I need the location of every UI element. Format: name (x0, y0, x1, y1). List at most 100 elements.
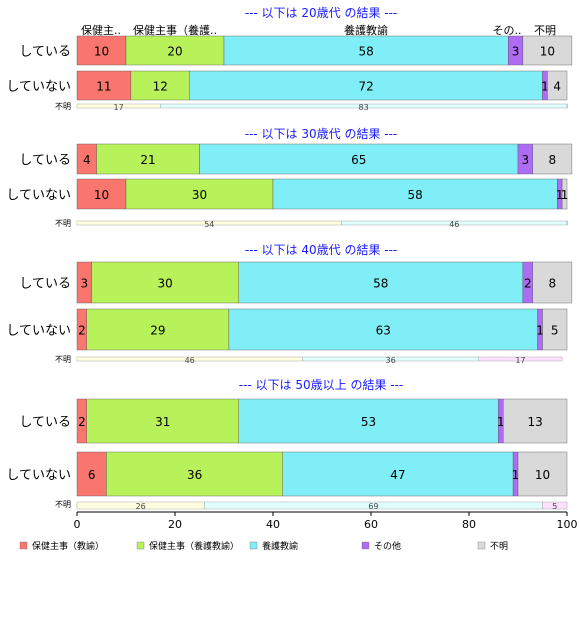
bar-value-label: 58 (407, 188, 422, 202)
legend-swatch (477, 541, 486, 550)
bar-segment (228, 308, 538, 351)
unknown-segment (566, 103, 568, 109)
bar-value-label: 10 (94, 45, 109, 59)
unknown-segment (478, 356, 563, 362)
row-label: している (19, 415, 71, 430)
bar-value-label: 1 (497, 415, 505, 429)
bar-segment (272, 178, 558, 210)
unknown-value-label: 26 (136, 502, 146, 511)
bar-segment (106, 451, 283, 497)
bar-value-label: 47 (390, 468, 405, 482)
bar-segment (76, 178, 127, 210)
unknown-row-label: 不明 (55, 102, 71, 111)
unknown-row-label: 不明 (55, 500, 71, 509)
unknown-value-label: 54 (204, 220, 214, 229)
row-label: している (19, 45, 71, 60)
group-title: --- 以下は 30歳代 の結果 --- (245, 127, 398, 141)
bar-value-label: 29 (150, 324, 165, 338)
bar-segment (503, 398, 568, 444)
x-tick-label: 20 (168, 518, 182, 531)
bar-segment (199, 143, 519, 175)
bar-value-label: 1 (556, 188, 564, 202)
unknown-value-label: 5 (552, 502, 557, 511)
bar-segment (125, 35, 225, 66)
row-label: していない (6, 188, 71, 203)
bar-value-label: 12 (153, 80, 168, 94)
bar-value-label: 1 (536, 324, 544, 338)
unknown-value-label: 46 (185, 356, 195, 365)
bar-value-label: 3 (81, 277, 89, 291)
top-column-label: 保健主.. (81, 23, 121, 37)
bar-value-label: 10 (94, 188, 109, 202)
bar-segment (542, 308, 568, 351)
x-tick-label: 80 (462, 518, 476, 531)
bar-value-label: 3 (512, 45, 520, 59)
bar-segment (223, 35, 509, 66)
legend-swatch (136, 541, 145, 550)
bar-segment (96, 143, 200, 175)
unknown-row-label: 不明 (55, 355, 71, 364)
bar-value-label: 11 (96, 80, 111, 94)
bar-value-label: 4 (553, 80, 561, 94)
bar-value-label: 58 (358, 45, 373, 59)
row-label: していない (6, 324, 71, 339)
legend-label: 不明 (490, 541, 508, 552)
bar-segment (532, 261, 573, 304)
bar-segment (86, 398, 239, 444)
bar-value-label: 6 (88, 468, 96, 482)
bar-value-label: 13 (528, 415, 543, 429)
legend-swatch (19, 541, 28, 550)
bar-segment (76, 70, 132, 101)
top-column-label: 不明 (534, 24, 556, 37)
bar-value-label: 36 (187, 468, 202, 482)
bar-value-label: 31 (155, 415, 170, 429)
bar-segment (547, 70, 568, 101)
unknown-value-label: 69 (368, 502, 378, 511)
unknown-value-label: 36 (386, 356, 396, 365)
bar-segment (238, 261, 524, 304)
unknown-value-label: 17 (515, 356, 525, 365)
bar-value-label: 30 (192, 188, 207, 202)
bar-value-label: 21 (140, 153, 155, 167)
row-label: していない (6, 80, 71, 95)
unknown-value-label: 46 (449, 220, 459, 229)
bar-value-label: 63 (376, 324, 391, 338)
row-label: している (19, 277, 71, 292)
unknown-segment (542, 501, 568, 510)
x-tick-label: 100 (557, 518, 578, 531)
bar-segment (238, 398, 499, 444)
bar-value-label: 3 (522, 153, 530, 167)
legend-swatch (249, 541, 258, 550)
bar-segment (125, 178, 274, 210)
bar-value-label: 1 (561, 188, 569, 202)
x-tick-label: 40 (266, 518, 280, 531)
bar-segment (517, 451, 568, 497)
legend-label: 保健主事（養護教諭） (149, 540, 239, 552)
bar-value-label: 5 (551, 324, 559, 338)
bar-value-label: 10 (540, 45, 555, 59)
bar-value-label: 1 (512, 468, 520, 482)
bar-value-label: 20 (167, 45, 182, 59)
group-title: --- 以下は 50歳以上 の結果 --- (239, 378, 404, 392)
bar-value-label: 2 (78, 324, 86, 338)
row-label: している (19, 153, 71, 168)
bar-segment (130, 70, 190, 101)
bar-value-label: 1 (541, 80, 549, 94)
bar-segment (76, 451, 107, 497)
unknown-row-label: 不明 (55, 219, 71, 228)
bar-value-label: 30 (158, 277, 173, 291)
top-column-label: 保健主事（養護.. (133, 23, 217, 37)
bar-segment (561, 178, 568, 210)
bar-segment (282, 451, 514, 497)
bar-segment (189, 70, 543, 101)
top-column-label: その.. (493, 24, 522, 37)
legend-label: 保健主事（教諭） (32, 540, 104, 552)
bar-segment (522, 35, 573, 66)
unknown-value-label: 17 (114, 103, 124, 112)
bar-segment (86, 308, 230, 351)
bar-value-label: 8 (548, 277, 556, 291)
bar-value-label: 53 (361, 415, 376, 429)
bar-value-label: 72 (358, 80, 373, 94)
bar-value-label: 2 (524, 277, 532, 291)
bar-value-label: 65 (351, 153, 366, 167)
